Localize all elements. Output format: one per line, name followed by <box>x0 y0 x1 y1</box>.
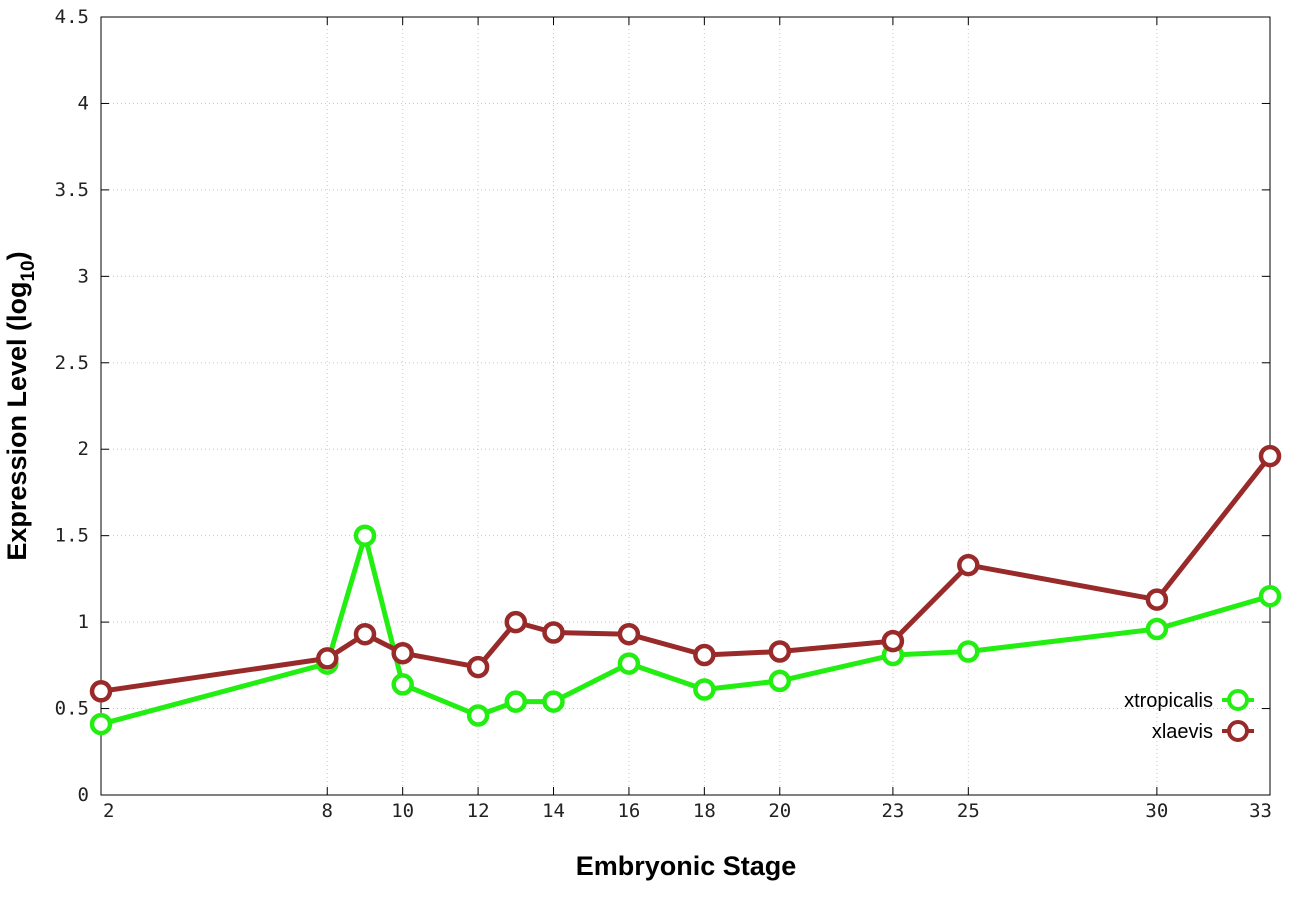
x-tick-label: 14 <box>542 800 565 822</box>
data-point-xlaevis <box>353 622 377 646</box>
series-line-xtropicalis <box>100 533 1271 727</box>
legend-label-xlaevis: xlaevis <box>1152 721 1213 743</box>
y-tick-label: 3 <box>78 265 89 287</box>
data-point-xtropicalis <box>466 704 490 727</box>
x-tick-labels: 2 8 10 12 14 16 18 20 23 25 30 33 <box>103 800 1272 822</box>
data-point-xlaevis <box>542 621 565 644</box>
data-point-xtropicalis <box>504 690 528 713</box>
data-point-xlaevis <box>617 622 641 646</box>
data-point-xtropicalis <box>1145 617 1169 641</box>
series-xlaevis <box>89 444 1282 703</box>
data-point-xtropicalis <box>391 673 414 696</box>
data-point-xtropicalis <box>542 690 565 713</box>
legend-marker-xlaevis <box>1227 720 1249 742</box>
legend-label-xtropicalis: xtropicalis <box>1124 690 1213 712</box>
data-point-xlaevis <box>504 610 528 634</box>
data-point-xtropicalis <box>693 678 716 701</box>
plot-frame <box>100 16 1271 796</box>
y-tick-label: 4 <box>78 92 89 114</box>
y-tick-labels: 0 0.5 1 1.5 2 2.5 3 3.5 4 4.5 <box>55 6 89 806</box>
data-point-xlaevis <box>693 643 716 667</box>
x-tick-label: 25 <box>957 800 980 822</box>
x-tick-label: 12 <box>467 800 490 822</box>
y-axis-title-suffix: ) <box>2 251 32 260</box>
x-tick-label: 33 <box>1249 800 1272 822</box>
y-axis-title-main: Expression Level (log <box>2 282 32 561</box>
x-tick-label: 30 <box>1145 800 1168 822</box>
data-point-xlaevis <box>89 680 113 703</box>
x-tick-label: 16 <box>617 800 640 822</box>
data-point-xtropicalis <box>617 652 641 675</box>
data-point-xlaevis <box>391 641 414 665</box>
y-tick-label: 1.5 <box>55 525 89 547</box>
x-tick-label: 18 <box>693 800 716 822</box>
data-point-xlaevis <box>957 553 980 577</box>
x-tick-label: 2 <box>103 800 114 822</box>
y-tick-label: 1 <box>78 611 89 633</box>
data-point-xlaevis <box>316 647 339 670</box>
y-tick-label: 2 <box>78 438 89 460</box>
data-point-xlaevis <box>768 640 792 663</box>
x-tick-label: 8 <box>322 800 333 822</box>
data-point-xtropicalis <box>89 712 113 736</box>
y-tick-label: 0 <box>78 784 89 806</box>
data-point-xlaevis <box>466 655 490 679</box>
series-layer <box>89 444 1282 736</box>
data-point-xtropicalis <box>768 669 792 693</box>
x-tick-label: 10 <box>391 800 414 822</box>
y-axis-title-subscript: 10 <box>18 260 39 281</box>
y-tick-label: 3.5 <box>55 179 89 201</box>
y-axis-title: Expression Level (log10) <box>2 251 39 560</box>
legend: xtropicalis xlaevis <box>1124 689 1254 743</box>
y-tick-label: 0.5 <box>55 698 89 720</box>
x-tick-label: 20 <box>768 800 791 822</box>
series-line-xlaevis <box>100 454 1272 694</box>
data-point-xtropicalis <box>1258 584 1282 608</box>
y-tick-label: 2.5 <box>55 352 89 374</box>
data-point-xtropicalis <box>353 524 377 547</box>
data-point-xlaevis <box>1258 444 1282 468</box>
x-tick-label: 23 <box>881 800 904 822</box>
legend-marker-xtropicalis <box>1227 689 1249 711</box>
y-tick-label: 4.5 <box>55 6 89 28</box>
x-axis-title: Embryonic Stage <box>576 851 797 881</box>
data-point-xtropicalis <box>957 640 980 663</box>
series-xtropicalis <box>89 524 1282 736</box>
data-point-xlaevis <box>881 629 905 653</box>
data-point-xlaevis <box>1145 588 1169 611</box>
